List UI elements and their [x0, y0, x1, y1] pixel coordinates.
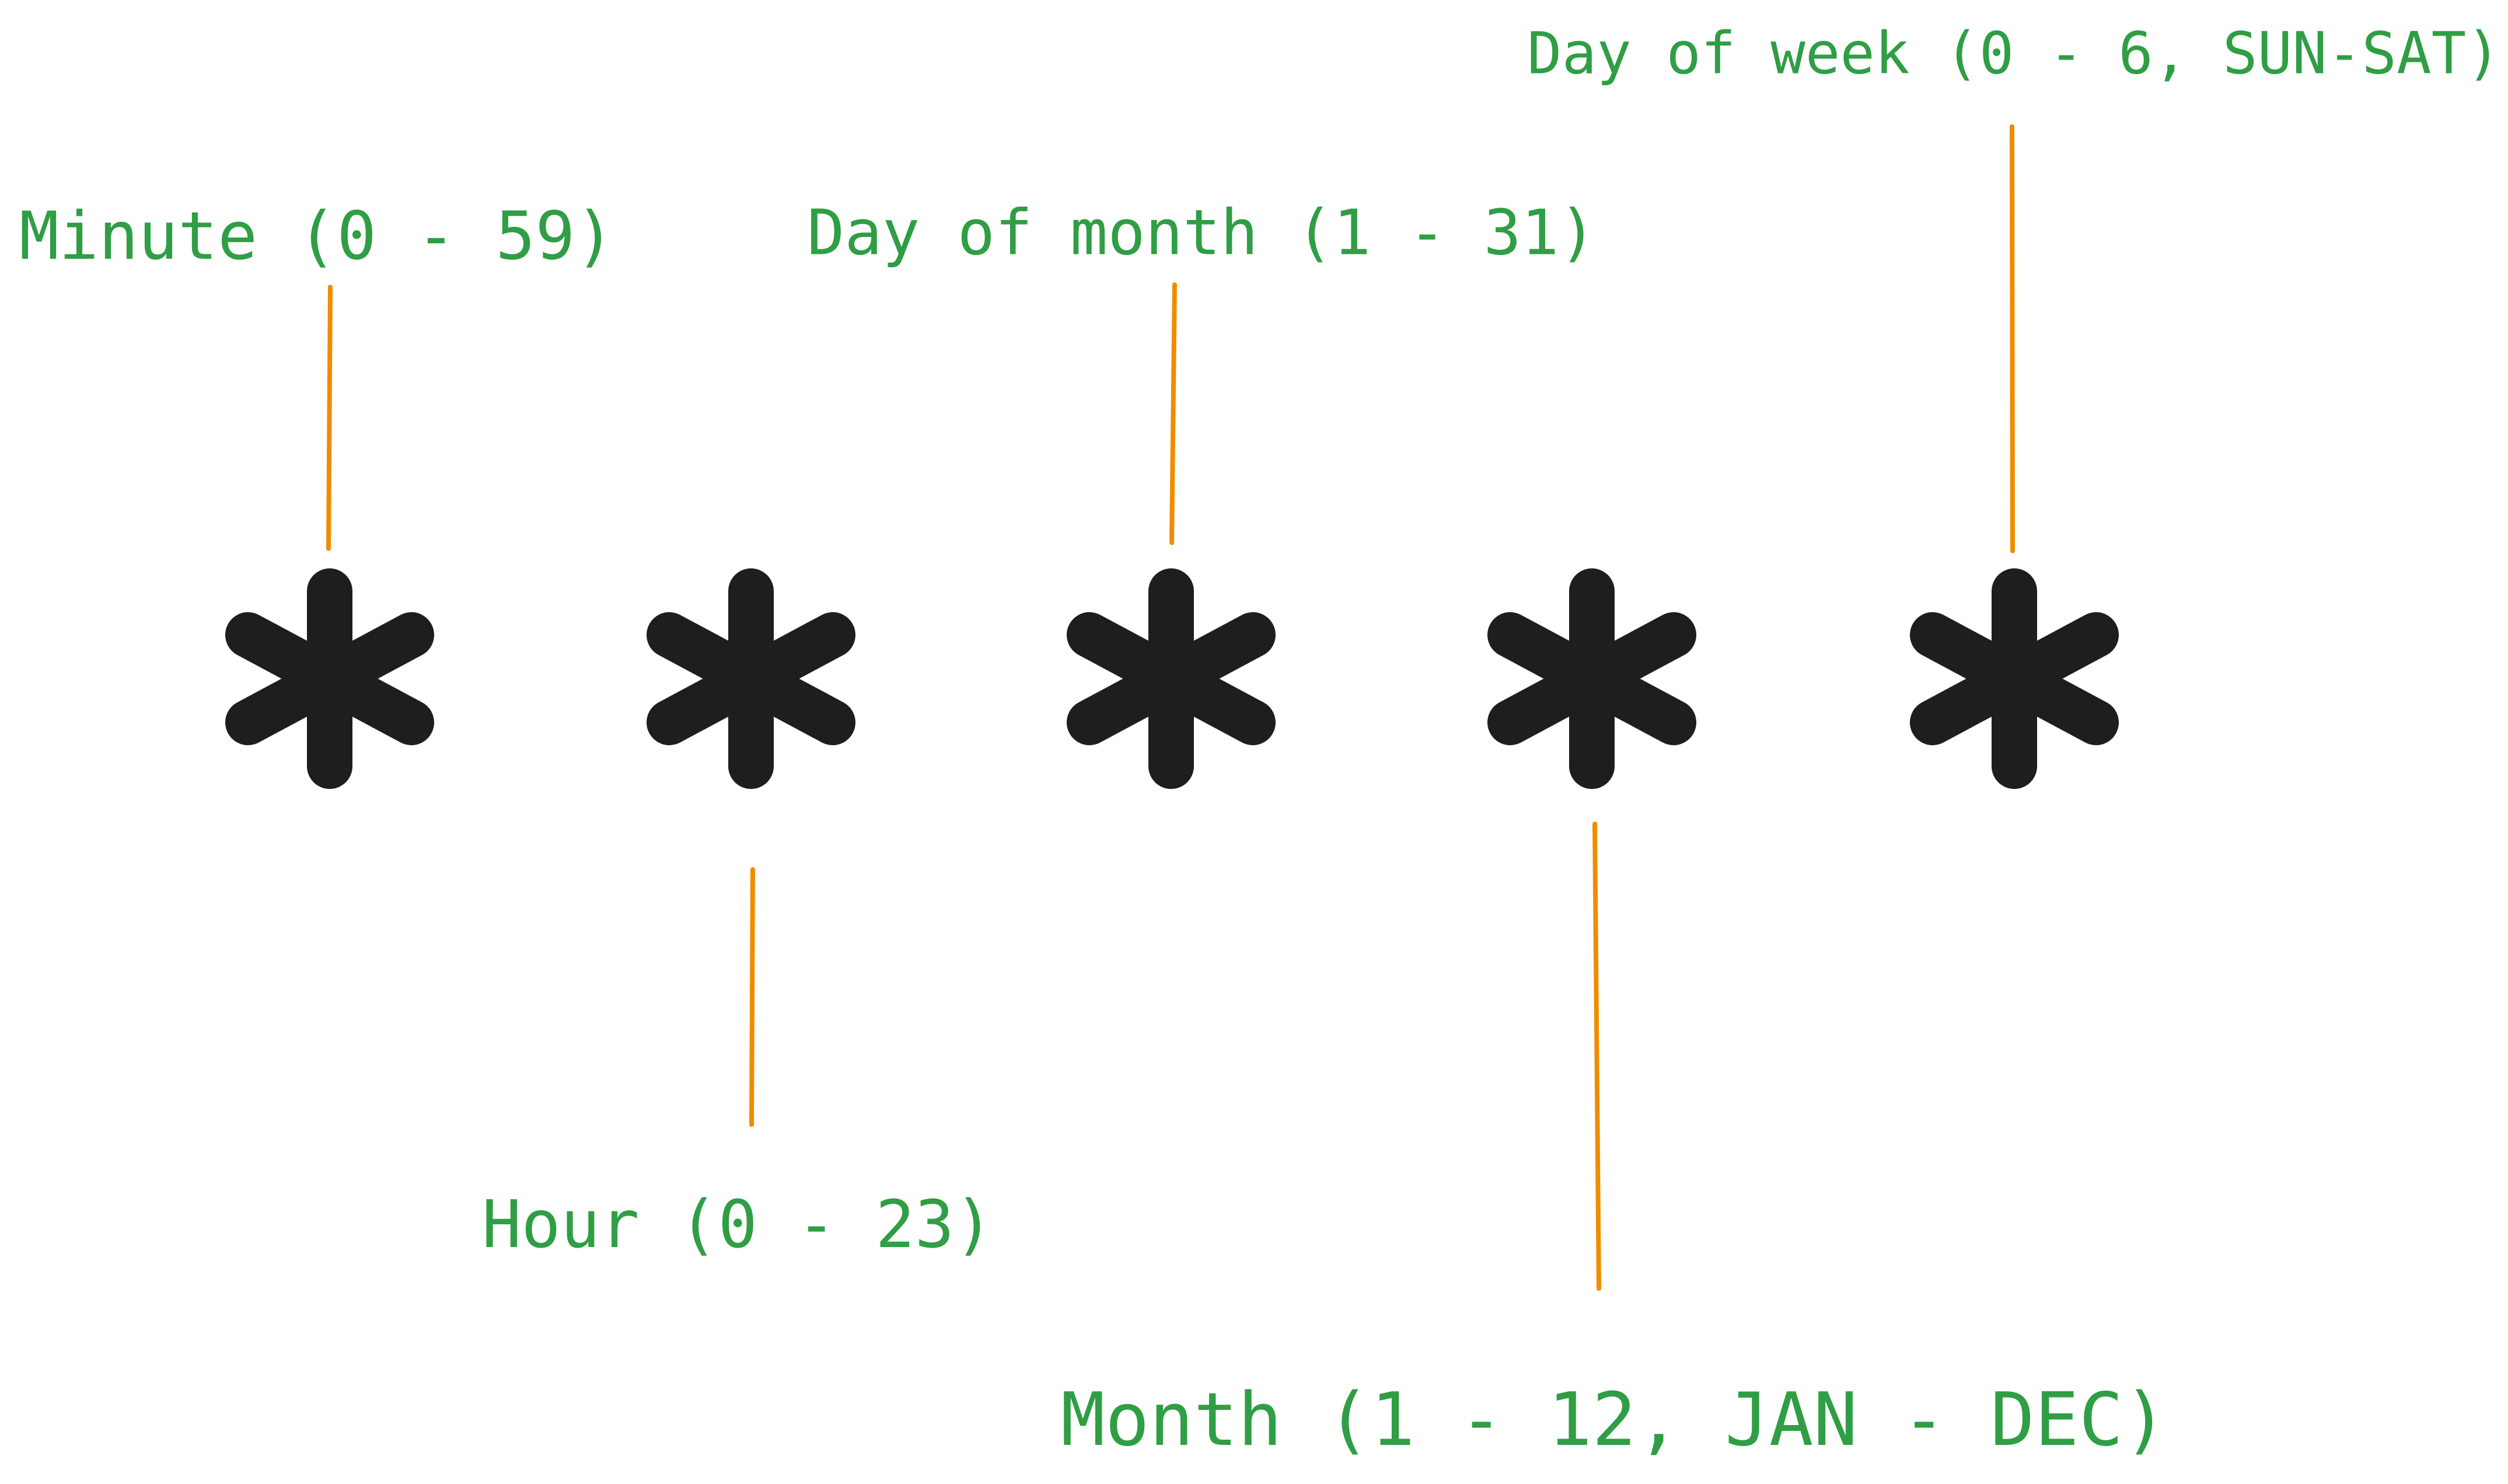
asterisk-hour	[669, 591, 833, 766]
asterisk-day-of-week	[1933, 591, 2096, 766]
asterisk-minute	[248, 591, 411, 766]
label-day-of-month: Day of month (1 - 31)	[807, 197, 1597, 270]
connector-hour	[749, 867, 755, 1127]
label-hour: Hour (0 - 23)	[482, 1187, 994, 1263]
connector-minute	[326, 285, 333, 551]
label-minute: Minute (0 - 59)	[19, 197, 615, 275]
asterisk-month	[1510, 591, 1674, 766]
asterisk-day-of-month	[1089, 591, 1253, 766]
label-day-of-week: Day of week (0 - 6, SUN-SAT)	[1527, 20, 2501, 88]
connector-day-of-week	[2010, 124, 2015, 553]
label-month: Month (1 - 12, JAN - DEC)	[1061, 1377, 2168, 1462]
connector-day-of-month	[1169, 282, 1177, 545]
connector-month	[1592, 822, 1601, 1291]
